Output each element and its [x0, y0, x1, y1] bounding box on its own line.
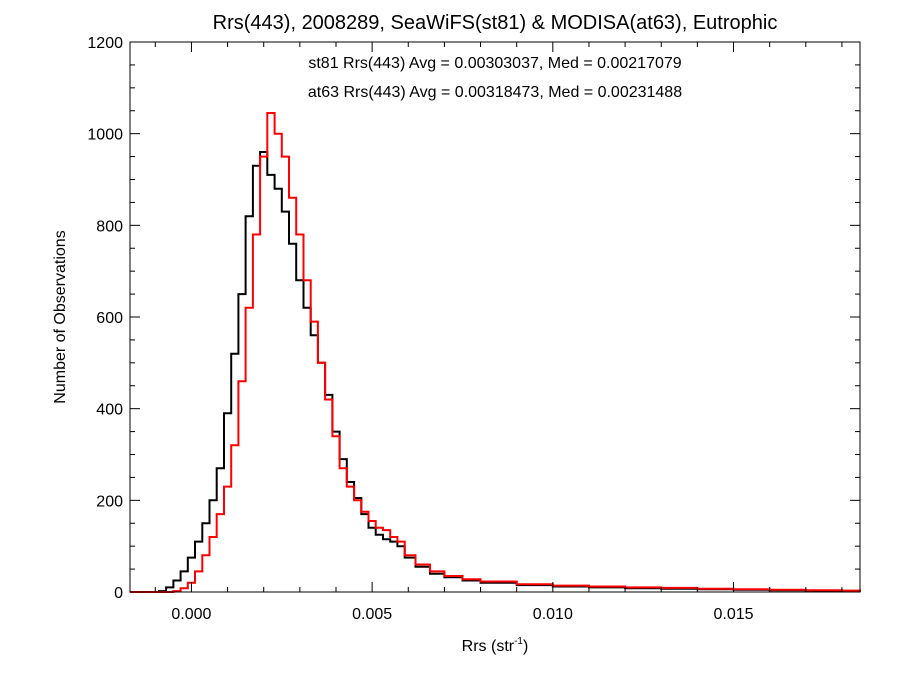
y-tick-label-4: 800: [96, 218, 123, 235]
x-tick-label-0: 0.000: [171, 606, 211, 623]
y-tick-label-1: 200: [96, 493, 123, 510]
series-line-1: [130, 112, 861, 593]
annotation-st81-stats: st81 Rrs(443) Avg = 0.00303037, Med = 0.…: [308, 55, 681, 72]
tick-layer: 0.000 0.005 0.010 0.015 0 200 400 600 800 1000 120…: [87, 35, 860, 623]
series-line-0: [130, 151, 861, 593]
y-tick-label-2: 400: [96, 402, 123, 419]
x-tick-label-3: 0.015: [713, 606, 753, 623]
x-axis-label-main: Rrs (str: [462, 638, 515, 655]
x-axis-label-close: ): [523, 638, 528, 655]
annotation-at63-stats: at63 Rrs(443) Avg = 0.00318473, Med = 0.…: [308, 84, 682, 101]
x-tick-label-2: 0.010: [533, 606, 573, 623]
y-tick-label-6: 1200: [87, 35, 123, 52]
x-tick-label-1: 0.005: [352, 606, 392, 623]
y-tick-label-3: 600: [96, 310, 123, 327]
x-axis-label-superscript: -1: [514, 636, 523, 647]
y-axis-label: Number of Observations: [52, 230, 69, 403]
x-axis-label: Rrs (str-1): [462, 636, 529, 655]
y-tick-label-5: 1000: [87, 127, 123, 144]
plot-frame: [129, 41, 861, 593]
y-tick-label-0: 0: [114, 585, 123, 602]
chart-title: Rrs(443), 2008289, SeaWiFS(st81) & MODIS…: [213, 12, 778, 34]
series-layer: [130, 112, 861, 593]
